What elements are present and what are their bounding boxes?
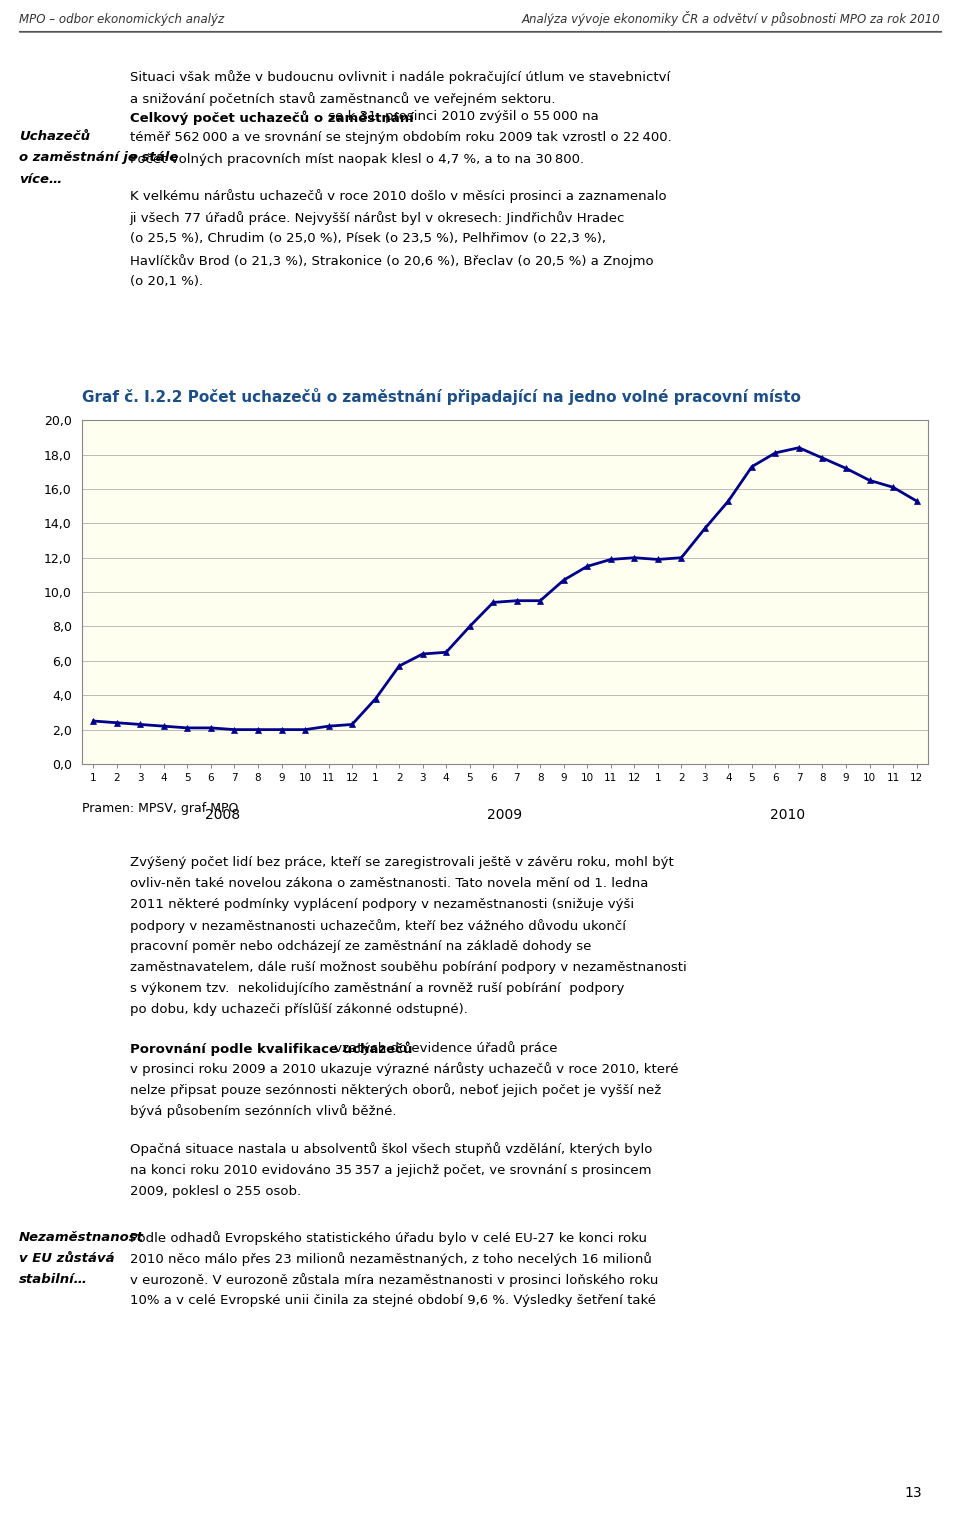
Text: (o 25,5 %), Chrudim (o 25,0 %), Písek (o 23,5 %), Pelhřimov (o 22,3 %),: (o 25,5 %), Chrudim (o 25,0 %), Písek (o… bbox=[130, 232, 606, 246]
Text: 10% a v celé Evropské unii činila za stejné období 9,6 %. Výsledky šetření také: 10% a v celé Evropské unii činila za ste… bbox=[130, 1294, 656, 1308]
Text: o zaměstnání je stále: o zaměstnání je stále bbox=[19, 151, 179, 165]
Text: Opačná situace nastala u absolventů škol všech stupňů vzdělání, kterých bylo: Opačná situace nastala u absolventů škol… bbox=[130, 1143, 652, 1157]
Text: 2010: 2010 bbox=[770, 808, 804, 822]
Text: téměř 562 000 a ve srovnání se stejným obdobím roku 2009 tak vzrostl o 22 400.: téměř 562 000 a ve srovnání se stejným o… bbox=[130, 131, 671, 145]
Text: 13: 13 bbox=[904, 1487, 922, 1500]
Text: 2008: 2008 bbox=[205, 808, 240, 822]
Text: ji všech 77 úřadů práce. Nejvyšší nárůst byl v okresech: Jindřichův Hradec: ji všech 77 úřadů práce. Nejvyšší nárůst… bbox=[130, 211, 625, 225]
Text: bývá působením sezónních vlivů běžné.: bývá působením sezónních vlivů běžné. bbox=[130, 1105, 396, 1118]
Text: Celkový počet uchazečů o zaměstnání: Celkový počet uchazečů o zaměstnání bbox=[130, 110, 414, 125]
Text: se k 31. prosinci 2010 zvýšil o 55 000 na: se k 31. prosinci 2010 zvýšil o 55 000 n… bbox=[324, 110, 599, 124]
Text: Podle odhadů Evropského statistického úřadu bylo v celé EU-27 ke konci roku: Podle odhadů Evropského statistického úř… bbox=[130, 1232, 647, 1245]
Text: 2010 něco málo přes 23 milionů nezaměstnaných, z toho necelých 16 milionů: 2010 něco málo přes 23 milionů nezaměstn… bbox=[130, 1251, 652, 1267]
Text: podpory v nezaměstnanosti uchazečům, kteří bez vážného důvodu ukončí: podpory v nezaměstnanosti uchazečům, kte… bbox=[130, 918, 626, 934]
Text: nelze připsat pouze sezónnosti některých oborů, neboť jejich počet je vyšší než: nelze připsat pouze sezónnosti některých… bbox=[130, 1083, 660, 1097]
Text: ovliv-něn také novelou zákona o zaměstnanosti. Tato novela mění od 1. ledna: ovliv-něn také novelou zákona o zaměstna… bbox=[130, 877, 648, 889]
Text: Situaci však může v budoucnu ovlivnit i nadále pokračující útlum ve stavebnictví: Situaci však může v budoucnu ovlivnit i … bbox=[130, 70, 670, 84]
Text: Analýza vývoje ekonomiky ČR a odvětví v působnosti MPO za rok 2010: Analýza vývoje ekonomiky ČR a odvětví v … bbox=[522, 11, 941, 26]
Text: a snižování početních stavů zaměstnanců ve veřejném sektoru.: a snižování početních stavů zaměstnanců … bbox=[130, 92, 555, 105]
Text: Porovnání podle kvalifikace uchazečů: Porovnání podle kvalifikace uchazečů bbox=[130, 1041, 412, 1056]
Text: s výkonem tzv.  nekolidujícího zaměstnání a rovněž ruší pobírání  podpory: s výkonem tzv. nekolidujícího zaměstnání… bbox=[130, 983, 624, 995]
Text: vzatých do evidence úřadů práce: vzatých do evidence úřadů práce bbox=[330, 1041, 558, 1056]
Text: 2009, poklesl o 255 osob.: 2009, poklesl o 255 osob. bbox=[130, 1184, 300, 1198]
Text: více…: více… bbox=[19, 173, 62, 186]
Text: zaměstnavatelem, dále ruší možnost souběhu pobírání podpory v nezaměstnanosti: zaměstnavatelem, dále ruší možnost soubě… bbox=[130, 961, 686, 975]
Text: Graf č. I.2.2 Počet uchazečů o zaměstnání připadající na jedno volné pracovní mí: Graf č. I.2.2 Počet uchazečů o zaměstnán… bbox=[82, 388, 801, 405]
Text: Počet volných pracovních míst naopak klesl o 4,7 %, a to na 30 800.: Počet volných pracovních míst naopak kle… bbox=[130, 153, 584, 167]
Text: Uchazečů: Uchazečů bbox=[19, 130, 90, 144]
Text: v eurozoně. V eurozoně zůstala míra nezaměstnanosti v prosinci loňského roku: v eurozoně. V eurozoně zůstala míra neza… bbox=[130, 1273, 658, 1287]
Text: na konci roku 2010 evidováno 35 357 a jejichž počet, ve srovnání s prosincem: na konci roku 2010 evidováno 35 357 a je… bbox=[130, 1163, 651, 1177]
Text: v EU zůstává: v EU zůstává bbox=[19, 1251, 115, 1265]
Text: po dobu, kdy uchazeči příslũší zákonné odstupné).: po dobu, kdy uchazeči příslũší zákonné o… bbox=[130, 1004, 468, 1016]
Text: Zvýšený počet lidí bez práce, kteří se zaregistrovali ještě v závěru roku, mohl : Zvýšený počet lidí bez práce, kteří se z… bbox=[130, 856, 673, 869]
Text: v prosinci roku 2009 a 2010 ukazuje výrazné nárůsty uchazečů v roce 2010, které: v prosinci roku 2009 a 2010 ukazuje výra… bbox=[130, 1062, 678, 1076]
Text: 2011 některé podmínky vyplácení podpory v nezaměstnanosti (snižuje výši: 2011 některé podmínky vyplácení podpory … bbox=[130, 898, 634, 911]
Text: MPO – odbor ekonomických analýz: MPO – odbor ekonomických analýz bbox=[19, 12, 225, 26]
Text: pracovní poměr nebo odcházejí ze zaměstnání na základě dohody se: pracovní poměr nebo odcházejí ze zaměstn… bbox=[130, 940, 591, 953]
Text: stabilní…: stabilní… bbox=[19, 1273, 88, 1287]
Text: 2009: 2009 bbox=[488, 808, 522, 822]
Text: Nezaměstnanost: Nezaměstnanost bbox=[19, 1232, 144, 1244]
Text: K velkému nárůstu uchazečů v roce 2010 došlo v měsíci prosinci a zaznamenalo: K velkému nárůstu uchazečů v roce 2010 d… bbox=[130, 189, 666, 203]
Text: (o 20,1 %).: (o 20,1 %). bbox=[130, 275, 203, 289]
Text: Pramen: MPSV, graf MPO: Pramen: MPSV, graf MPO bbox=[82, 802, 238, 816]
Text: Havlíčkův Brod (o 21,3 %), Strakonice (o 20,6 %), Břeclav (o 20,5 %) a Znojmo: Havlíčkův Brod (o 21,3 %), Strakonice (o… bbox=[130, 254, 653, 267]
